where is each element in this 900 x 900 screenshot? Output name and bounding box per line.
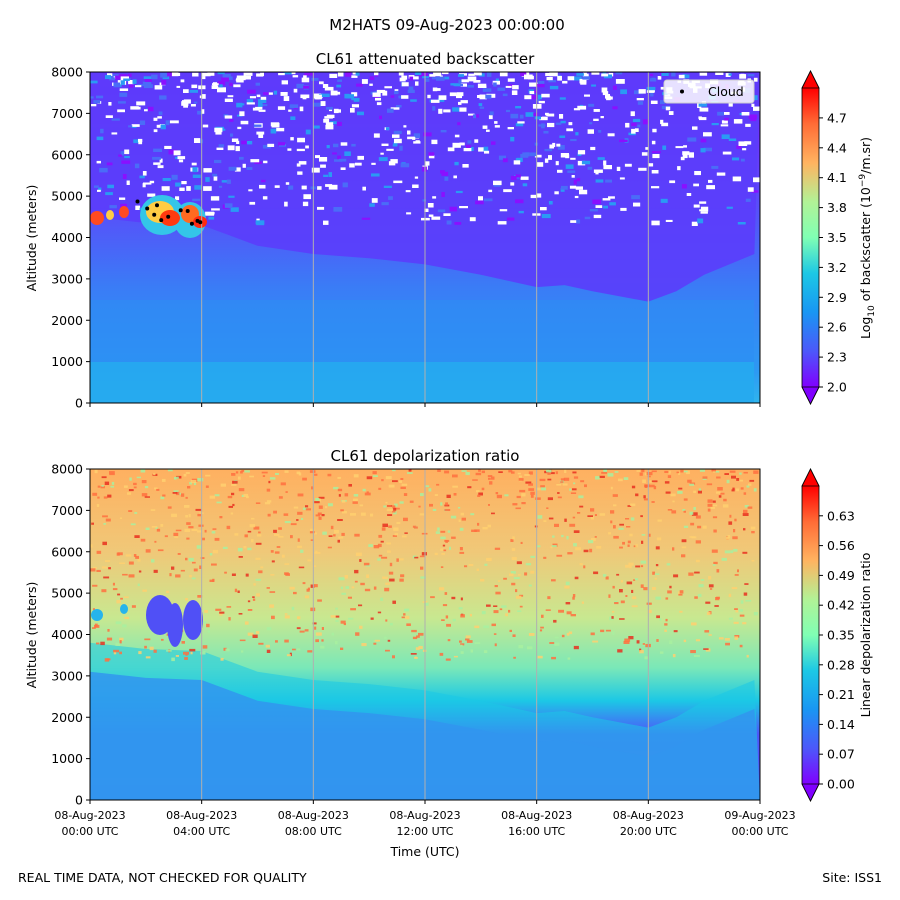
colorbar-tick-label: 2.3	[827, 350, 847, 365]
quality-disclaimer: REAL TIME DATA, NOT CHECKED FOR QUALITY	[18, 870, 307, 885]
colorbar-tick-label: 3.2	[827, 260, 847, 275]
y-tick-label: 1000	[51, 354, 83, 369]
cloud-point	[166, 214, 171, 219]
backscatter-legend: Cloud	[663, 79, 755, 104]
y-tick-label: 6000	[51, 147, 83, 162]
y-tick-label: 5000	[51, 189, 83, 204]
backscatter-grid	[201, 72, 649, 403]
depolarization-grid	[201, 469, 649, 800]
figure-suptitle: M2HATS 09-Aug-2023 00:00:00	[329, 16, 565, 34]
backscatter-colorbar-ticks: 2.0 2.3 2.6 2.9 3.2 3.5 3.8 4.1 4.4 4.7	[819, 110, 847, 395]
colorbar-tick-label: 4.7	[827, 110, 847, 125]
y-tick-label: 0	[75, 793, 83, 808]
x-tick-label-date: 08-Aug-2023	[613, 809, 684, 822]
colorbar-extend-top-icon	[801, 70, 820, 89]
depolarization-cloud-plume	[91, 595, 203, 647]
colorbar-extend-top-icon	[801, 468, 820, 487]
backscatter-y-axis-label: Altitude (meters)	[24, 185, 39, 292]
colorbar-tick-label: 0.42	[827, 598, 855, 613]
legend-cloud-marker-icon	[680, 89, 684, 94]
backscatter-colorbar-label: Log10 of backscatter (10−9/m.sr)	[858, 137, 877, 339]
colorbar-tick-label: 3.5	[827, 230, 847, 245]
depolarization-x-axis-label: Time (UTC)	[389, 844, 459, 859]
y-tick-label: 0	[75, 396, 83, 411]
depolarization-colorbar-label: Linear depolarization ratio	[858, 553, 873, 718]
backscatter-y-ticks: 0 1000 2000 3000 4000 5000 6000 7000 8000	[51, 65, 90, 411]
colorbar-tick-label: 0.56	[827, 538, 855, 553]
legend-cloud-label: Cloud	[708, 84, 744, 99]
depolarization-y-ticks: 0 1000 2000 3000 4000 5000 6000 7000 8000	[51, 462, 90, 808]
cloud-point	[178, 208, 183, 213]
cloud-point	[159, 218, 164, 223]
colorbar-tick-label: 2.6	[827, 320, 847, 335]
backscatter-heatmap	[90, 72, 760, 403]
colorbar-tick-label: 4.4	[827, 140, 847, 155]
colorbar-tick-label: 3.8	[827, 200, 847, 215]
colorbar-tick-label: 2.0	[827, 380, 847, 395]
cloud-point	[189, 221, 194, 226]
colorbar-extend-bottom-icon	[801, 783, 820, 802]
y-tick-label: 5000	[51, 586, 83, 601]
backscatter-x-ticks	[89, 403, 761, 407]
y-tick-label: 3000	[51, 668, 83, 683]
colorbar-tick-label: 0.00	[827, 777, 855, 792]
colorbar-extend-bottom-icon	[801, 386, 820, 405]
colorbar-tick-label: 0.21	[827, 687, 855, 702]
depolarization-colorbar: 0.00 0.07 0.14 0.21 0.28 0.35 0.42 0.49 0.56 0.63…	[801, 468, 873, 802]
y-tick-label: 7000	[51, 503, 83, 518]
x-tick-label-date: 08-Aug-2023	[278, 809, 349, 822]
site-label: Site: ISS1	[822, 870, 882, 885]
x-tick-label-time: 00:00 UTC	[61, 825, 118, 838]
x-tick-label-date: 08-Aug-2023	[501, 809, 572, 822]
x-tick-label-time: 20:00 UTC	[620, 825, 677, 838]
y-tick-label: 3000	[51, 271, 83, 286]
y-tick-label: 7000	[51, 106, 83, 121]
cloud-point	[155, 203, 159, 208]
backscatter-cloud-plume	[90, 195, 207, 238]
backscatter-surface-layer	[90, 362, 754, 403]
colorbar-tick-label: 0.35	[827, 628, 855, 643]
y-tick-label: 2000	[51, 710, 83, 725]
x-tick-label-date: 08-Aug-2023	[166, 809, 237, 822]
x-tick-label-date: 08-Aug-2023	[389, 809, 460, 822]
cloud-point	[152, 212, 157, 217]
cloud-point	[185, 209, 190, 213]
colorbar-tick-label: 0.49	[827, 568, 855, 583]
depolarization-x-ticks: 08-Aug-2023 00:00 UTC 08-Aug-2023 04:00 UTC…	[54, 800, 796, 838]
cloud-point	[145, 206, 150, 211]
depolarization-panel: CL61 depolarization ratio 0 1000 2000 3000 4…	[24, 447, 873, 859]
x-tick-label-time: 00:00 UTC	[731, 825, 788, 838]
x-tick-label-time: 12:00 UTC	[396, 825, 453, 838]
depolarization-noise-field	[90, 469, 759, 662]
backscatter-colorbar: 2.0 2.3 2.6 2.9 3.2 3.5 3.8 4.1 4.4 4.7 Log10 of …	[801, 70, 877, 405]
y-tick-label: 8000	[51, 462, 83, 477]
y-tick-label: 4000	[51, 230, 83, 245]
y-tick-label: 2000	[51, 313, 83, 328]
backscatter-cloud-points	[135, 199, 203, 226]
y-tick-label: 1000	[51, 751, 83, 766]
depolarization-colorbar-ticks: 0.00 0.07 0.14 0.21 0.28 0.35 0.42 0.49 0.56 0.63	[819, 508, 855, 792]
cloud-point	[135, 199, 140, 204]
depolarization-y-axis-label: Altitude (meters)	[24, 582, 39, 689]
backscatter-title: CL61 attenuated backscatter	[316, 50, 535, 68]
colorbar-tick-label: 0.28	[827, 657, 855, 672]
colorbar-tick-label: 2.9	[827, 290, 847, 305]
x-tick-label-time: 16:00 UTC	[508, 825, 565, 838]
x-tick-label-time: 04:00 UTC	[173, 825, 230, 838]
x-tick-label-date: 09-Aug-2023	[724, 809, 795, 822]
depolarization-title: CL61 depolarization ratio	[331, 447, 520, 465]
colorbar-tick-label: 0.14	[827, 717, 855, 732]
cloud-point	[198, 220, 203, 225]
x-tick-label-date: 08-Aug-2023	[54, 809, 125, 822]
y-tick-label: 4000	[51, 627, 83, 642]
colorbar-tick-label: 0.07	[827, 747, 855, 762]
backscatter-noise-field	[90, 72, 760, 226]
x-tick-label-time: 08:00 UTC	[285, 825, 342, 838]
colorbar-tick-label: 0.63	[827, 508, 855, 523]
y-tick-label: 6000	[51, 544, 83, 559]
y-tick-label: 8000	[51, 65, 83, 80]
colorbar-tick-label: 4.1	[827, 170, 847, 185]
